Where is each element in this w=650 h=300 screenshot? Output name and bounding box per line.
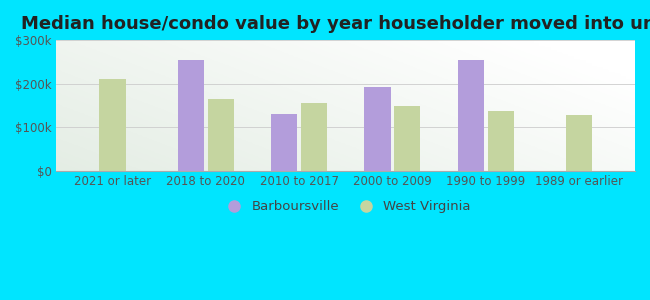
Bar <box>566 115 592 171</box>
Legend: Barboursville, West Virginia: Barboursville, West Virginia <box>216 195 476 219</box>
Bar <box>301 103 327 171</box>
Bar <box>271 114 297 171</box>
Bar <box>365 87 391 171</box>
Bar <box>207 99 234 171</box>
Bar <box>178 60 204 171</box>
Bar <box>488 111 514 171</box>
Title: Median house/condo value by year householder moved into unit: Median house/condo value by year househo… <box>21 15 650 33</box>
Bar <box>458 60 484 171</box>
Bar <box>99 79 125 171</box>
Bar <box>395 106 421 171</box>
